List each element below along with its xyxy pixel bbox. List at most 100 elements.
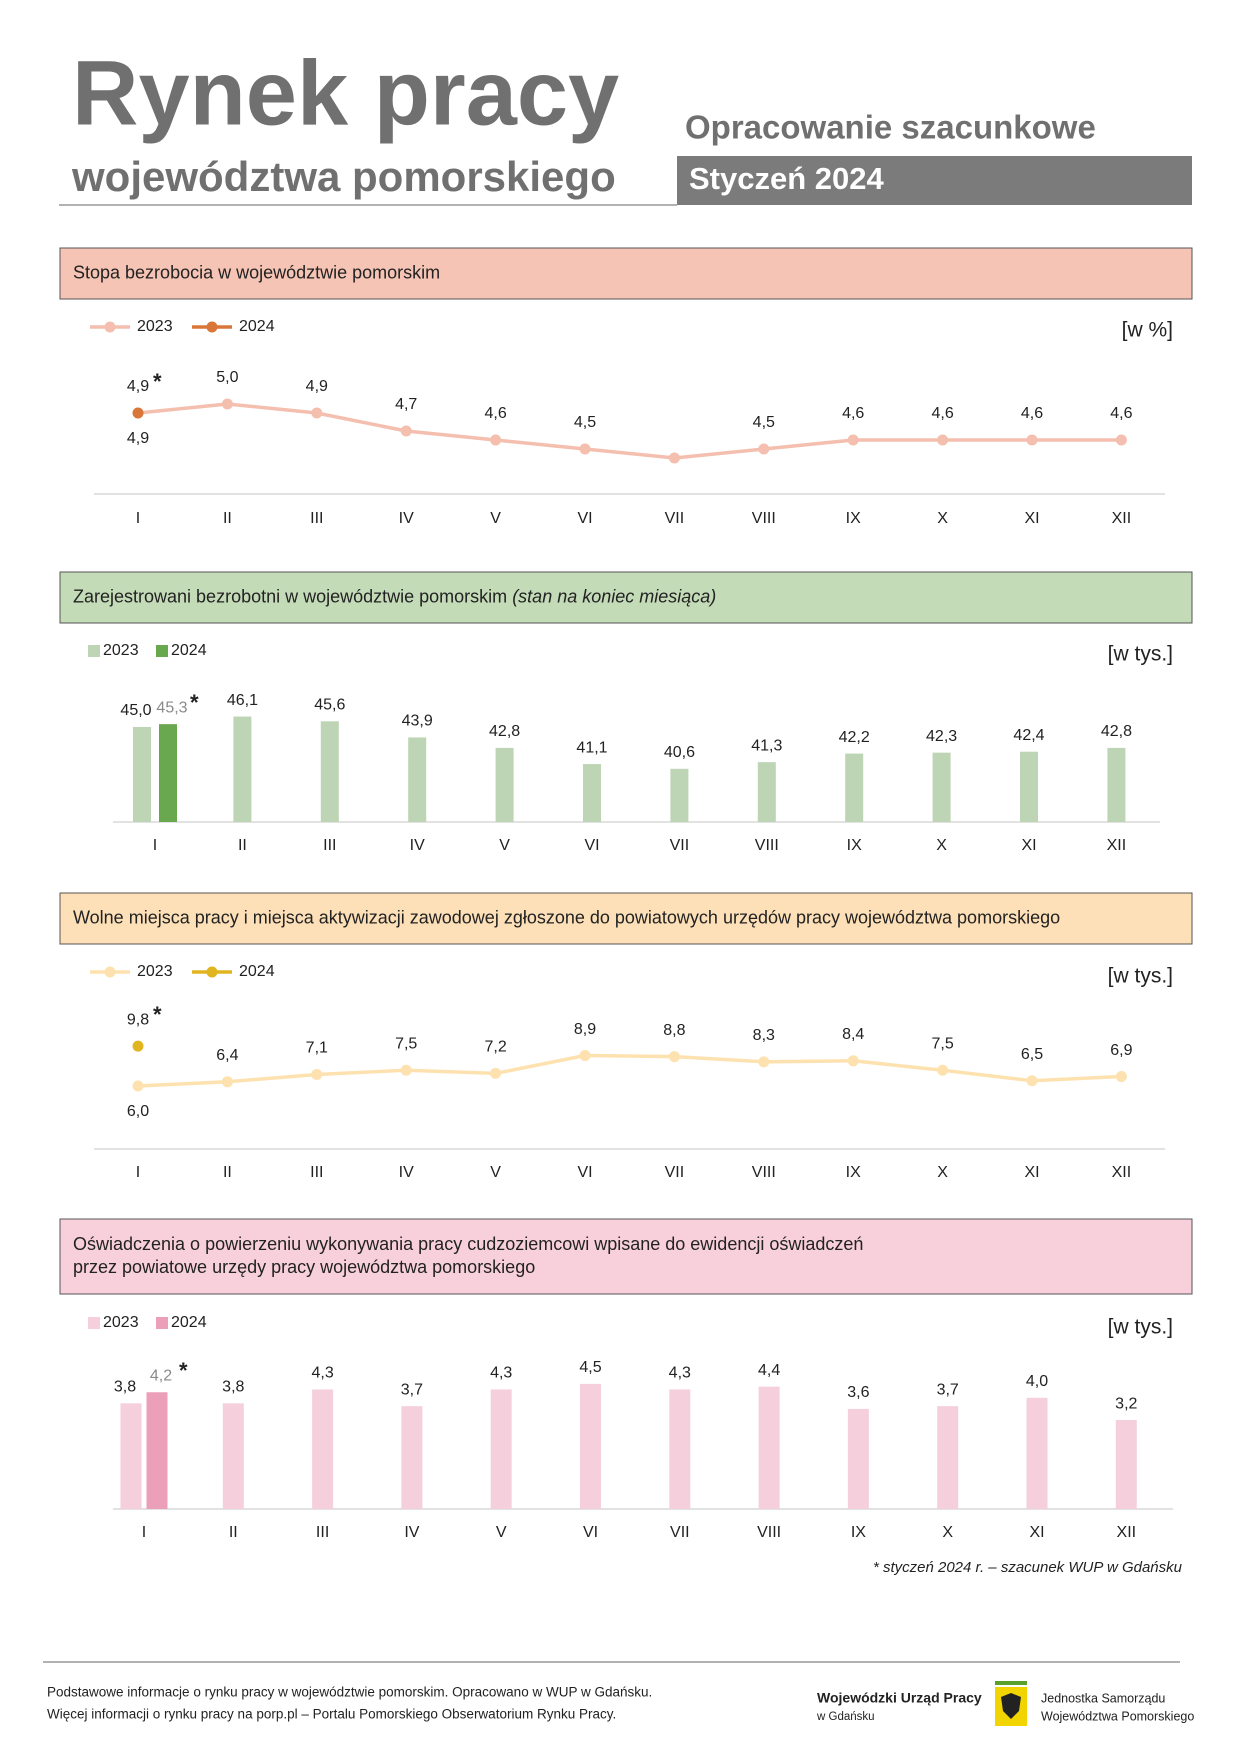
point	[937, 1064, 949, 1076]
footer-line: Więcej informacji o rynku pracy na porp.…	[47, 1707, 616, 1722]
bar	[583, 764, 601, 822]
x-tick-label: X	[936, 837, 947, 854]
x-tick-label: III	[310, 510, 323, 527]
unit-label: [w %]	[1122, 319, 1173, 342]
x-tick-label: IV	[410, 837, 425, 854]
x-tick-label: VIII	[752, 1164, 776, 1181]
x-tick-label: IX	[846, 510, 861, 527]
bar	[1026, 1397, 1048, 1509]
x-tick-label: IX	[847, 837, 862, 854]
x-tick-label: VI	[577, 1164, 592, 1181]
legend-dot	[206, 966, 218, 978]
value-label: 7,2	[484, 1039, 506, 1056]
x-tick-label: III	[310, 1164, 323, 1181]
value-label: 4,5	[574, 414, 596, 431]
value-label: 3,7	[401, 1381, 423, 1398]
value-label: 4,3	[669, 1365, 691, 1382]
point	[937, 434, 949, 446]
point	[400, 1064, 412, 1076]
bar	[669, 1389, 691, 1509]
legend-dot	[104, 966, 116, 978]
value-label: 9,8	[127, 1011, 149, 1028]
x-tick-label: XI	[1021, 837, 1036, 854]
value-label: 3,2	[1115, 1395, 1137, 1412]
point	[221, 398, 233, 410]
value-label: 45,0	[120, 702, 151, 719]
value-label: 7,5	[395, 1035, 417, 1052]
value-label: 4,9	[127, 430, 149, 447]
bar	[845, 753, 864, 822]
estimate-marker: *	[190, 690, 199, 715]
point	[1026, 434, 1038, 446]
value-label: 4,6	[1021, 405, 1043, 422]
x-tick-label: V	[499, 837, 510, 854]
footnote: * styczeń 2024 r. – szacunek WUP w Gdańs…	[873, 1559, 1183, 1576]
value-label: 6,0	[127, 1103, 149, 1120]
bar	[937, 1406, 959, 1509]
legend-label: 2024	[171, 1314, 207, 1331]
point	[668, 452, 680, 464]
title: Rynek pracy	[72, 42, 619, 144]
value-label: 41,1	[576, 739, 607, 756]
unit-label: [w tys.]	[1108, 643, 1173, 666]
x-tick-label: XII	[1112, 1164, 1132, 1181]
value-label: 4,4	[758, 1362, 780, 1379]
unit-label: [w tys.]	[1108, 965, 1173, 988]
value-label: 4,5	[579, 1359, 601, 1376]
x-tick-label: XI	[1024, 510, 1039, 527]
legend-label: 2023	[103, 642, 139, 659]
x-tick-label: XII	[1117, 1524, 1137, 1541]
legend-label: 2023	[103, 1314, 139, 1331]
section-band	[59, 247, 1193, 300]
bar	[159, 724, 177, 822]
bar	[1115, 1420, 1137, 1509]
value-label: 8,9	[574, 1021, 596, 1038]
legend-swatch	[88, 645, 100, 657]
value-label: 4,6	[484, 405, 506, 422]
value-label: 42,4	[1013, 727, 1044, 744]
x-tick-label: IX	[851, 1524, 866, 1541]
x-tick-label: VIII	[755, 837, 779, 854]
x-tick-label: VII	[665, 1164, 685, 1181]
section-title: Zarejestrowani bezrobotni w województwie…	[73, 586, 716, 606]
section-title-text: Stopa bezrobocia w województwie pomorski…	[73, 262, 440, 282]
tag: Opracowanie szacunkowe	[685, 109, 1096, 146]
org-name: Wojewódzki Urząd Pracy	[817, 1690, 982, 1706]
point	[311, 407, 323, 419]
legend-swatch	[156, 645, 168, 657]
value-label: 42,3	[926, 728, 957, 745]
value-label: 4,3	[311, 1365, 333, 1382]
period-box	[677, 156, 1192, 205]
x-tick-label: V	[496, 1524, 507, 1541]
estimate-marker: *	[153, 1002, 162, 1027]
x-tick-label: I	[153, 837, 157, 854]
value-label: 8,8	[663, 1022, 685, 1039]
x-tick-label: II	[238, 837, 247, 854]
logo-stripe	[995, 1681, 1027, 1685]
x-tick-label: VII	[670, 1524, 690, 1541]
value-label: 4,6	[931, 405, 953, 422]
section-title: Oświadczenia o powierzeniu wykonywania p…	[73, 1234, 863, 1254]
point	[579, 1050, 591, 1062]
x-tick-label: IV	[399, 1164, 414, 1181]
value-label: 40,6	[664, 744, 695, 761]
point	[1026, 1075, 1038, 1087]
x-tick-label: I	[136, 1164, 140, 1181]
value-label: 4,5	[753, 414, 775, 431]
bar	[401, 1406, 423, 1509]
legend-swatch	[156, 1317, 168, 1329]
x-tick-label: I	[136, 510, 140, 527]
section-band	[59, 571, 1193, 624]
point	[400, 425, 412, 437]
point	[847, 1055, 859, 1067]
x-tick-label: III	[323, 837, 336, 854]
value-label: 4,2	[150, 1367, 172, 1384]
point	[758, 443, 770, 455]
bar	[847, 1408, 869, 1509]
x-tick-label: II	[223, 510, 232, 527]
bar	[408, 737, 427, 822]
section-title-text: Zarejestrowani bezrobotni w województwie…	[73, 586, 507, 606]
subtitle: województwa pomorskiego	[71, 153, 616, 200]
logo-griffin	[1001, 1693, 1021, 1719]
